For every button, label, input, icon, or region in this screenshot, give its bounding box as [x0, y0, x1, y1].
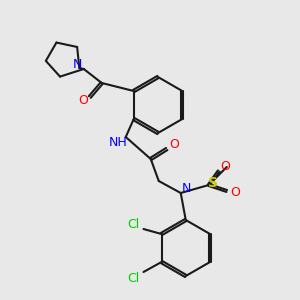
Text: N: N	[73, 58, 83, 71]
Text: O: O	[220, 160, 230, 172]
Text: O: O	[230, 187, 240, 200]
Text: Cl: Cl	[128, 272, 140, 286]
Text: N: N	[182, 182, 191, 196]
Text: O: O	[169, 139, 179, 152]
Text: NH: NH	[108, 136, 127, 149]
Text: S: S	[208, 176, 218, 190]
Text: O: O	[78, 94, 88, 106]
Text: Cl: Cl	[128, 218, 140, 230]
